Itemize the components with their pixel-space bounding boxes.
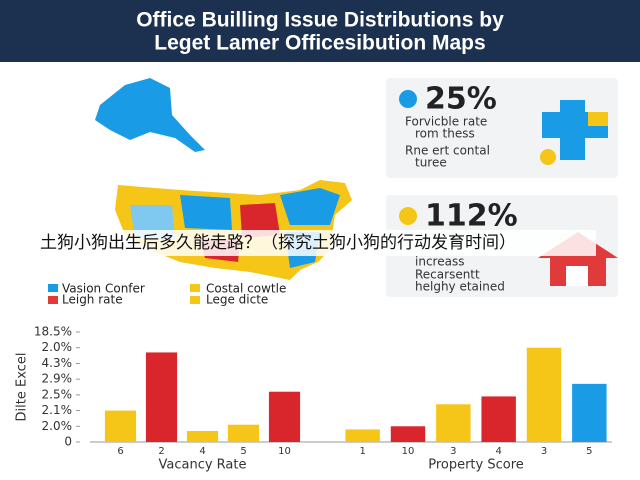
legend-swatch [190, 284, 200, 292]
x-tick-label: 1 [359, 446, 365, 457]
card: 25% Forvicble rate rom thess Rne ert con… [386, 78, 618, 178]
bar [345, 429, 380, 442]
y-tick-label: 4.3% [42, 356, 73, 370]
y-tick-label: 2.0% [42, 340, 73, 354]
x-tick-label: 10 [278, 446, 291, 457]
y-tick-label: 2.0% [42, 419, 73, 433]
legend: Vasion Confer Costal cowtle Leigh rate L… [48, 282, 286, 307]
bar [481, 396, 516, 442]
card-text: Recarsentt [415, 268, 480, 282]
x-tick-label: 6 [117, 446, 123, 457]
x-tick-label: 3 [450, 446, 456, 457]
card-text: turee [415, 156, 447, 170]
card-text: increass [415, 255, 464, 269]
x-tick-label: 10 [402, 446, 415, 457]
legend-label: Vasion Confer [62, 282, 145, 296]
bar [268, 391, 301, 442]
legend-label: Costal cowtle [206, 282, 286, 296]
card-text: helghy etained [415, 280, 505, 294]
x-tick-label: 4 [495, 446, 501, 457]
y-axis-title: Dilte Excel [15, 353, 30, 422]
overlay-text: 土狗小狗出生后多久能走路？（探究土狗小狗的行动发育时间） [40, 233, 516, 253]
y-tick-label: 2.5% [42, 387, 73, 401]
y-tick-label: 0 [64, 435, 72, 449]
card-stat: 25% [425, 82, 497, 117]
legend-swatch [48, 284, 58, 292]
bar [186, 431, 219, 442]
bar [526, 347, 562, 442]
y-tick-label: 18.5% [34, 325, 72, 339]
bar [145, 352, 178, 442]
x-tick-label: 5 [586, 446, 592, 457]
x-tick-label: 5 [240, 446, 246, 457]
legend-label: Lege dicte [206, 293, 268, 307]
bar [390, 426, 426, 442]
x-tick-label: 4 [199, 446, 205, 457]
y-tick-label: 2.1% [42, 403, 73, 417]
x-tick-label: 3 [541, 446, 547, 457]
card-text: rom thess [415, 127, 475, 141]
bar [104, 410, 137, 442]
card-text: Rne ert contal [405, 144, 490, 158]
card-stat: 112% [425, 199, 518, 234]
x-axis-title: Vacancy Rate [159, 458, 247, 473]
bar [436, 404, 471, 442]
y-tick-label: 2.9% [42, 372, 73, 386]
x-axis-title: Property Score [428, 458, 524, 473]
legend-label: Leigh rate [62, 293, 123, 307]
bar [227, 424, 260, 442]
title-line: Office Builling Issue Distributions by [136, 9, 504, 32]
card-text: Forvicble rate [405, 115, 487, 129]
title-line: Leget Lamer Officesibution Maps [154, 32, 485, 55]
overlay-bg [36, 230, 596, 256]
legend-swatch [190, 296, 200, 304]
x-tick-label: 2 [158, 446, 164, 457]
legend-swatch [48, 296, 58, 304]
bar [572, 383, 607, 442]
header-band [0, 0, 640, 62]
